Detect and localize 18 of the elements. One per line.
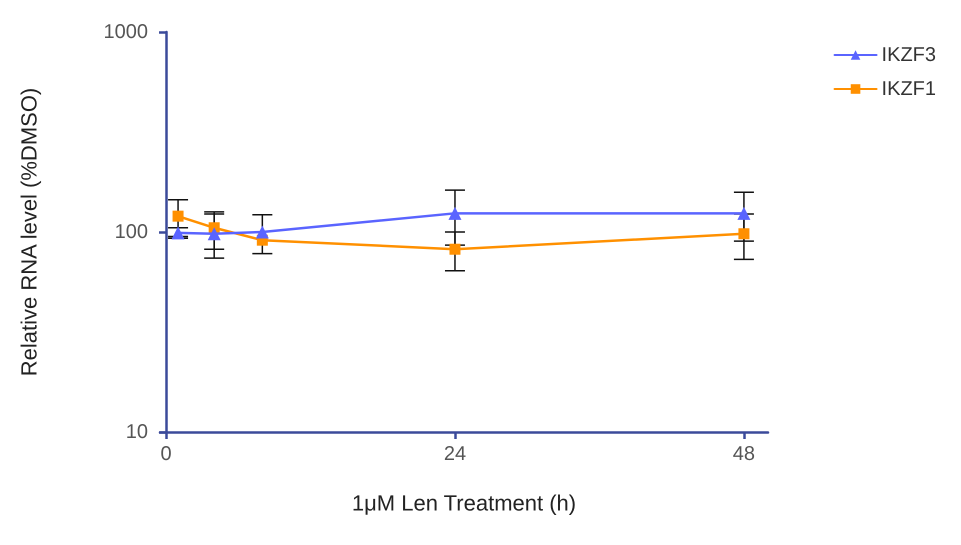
point: [449, 244, 460, 255]
point: [208, 227, 221, 240]
legend-label: IKZF3: [882, 44, 936, 66]
point: [256, 226, 269, 238]
point: [448, 206, 462, 220]
y-tick-label: 100: [114, 221, 148, 243]
x-tick-label: 0: [160, 443, 172, 465]
x-tick-label: 48: [732, 443, 756, 465]
legend-label: IKZF1: [882, 78, 936, 100]
x-axis-title: 1μM Len Treatment (h): [352, 490, 576, 516]
x-tick-label: 24: [444, 443, 466, 465]
y-tick-label: 10: [126, 421, 148, 443]
point: [172, 210, 184, 222]
y-tick-label: 1000: [104, 21, 148, 43]
point: [738, 228, 750, 240]
point: [172, 226, 185, 240]
y-axis-title: Relative RNA level (%DMSO): [16, 88, 42, 376]
point: [737, 206, 750, 220]
